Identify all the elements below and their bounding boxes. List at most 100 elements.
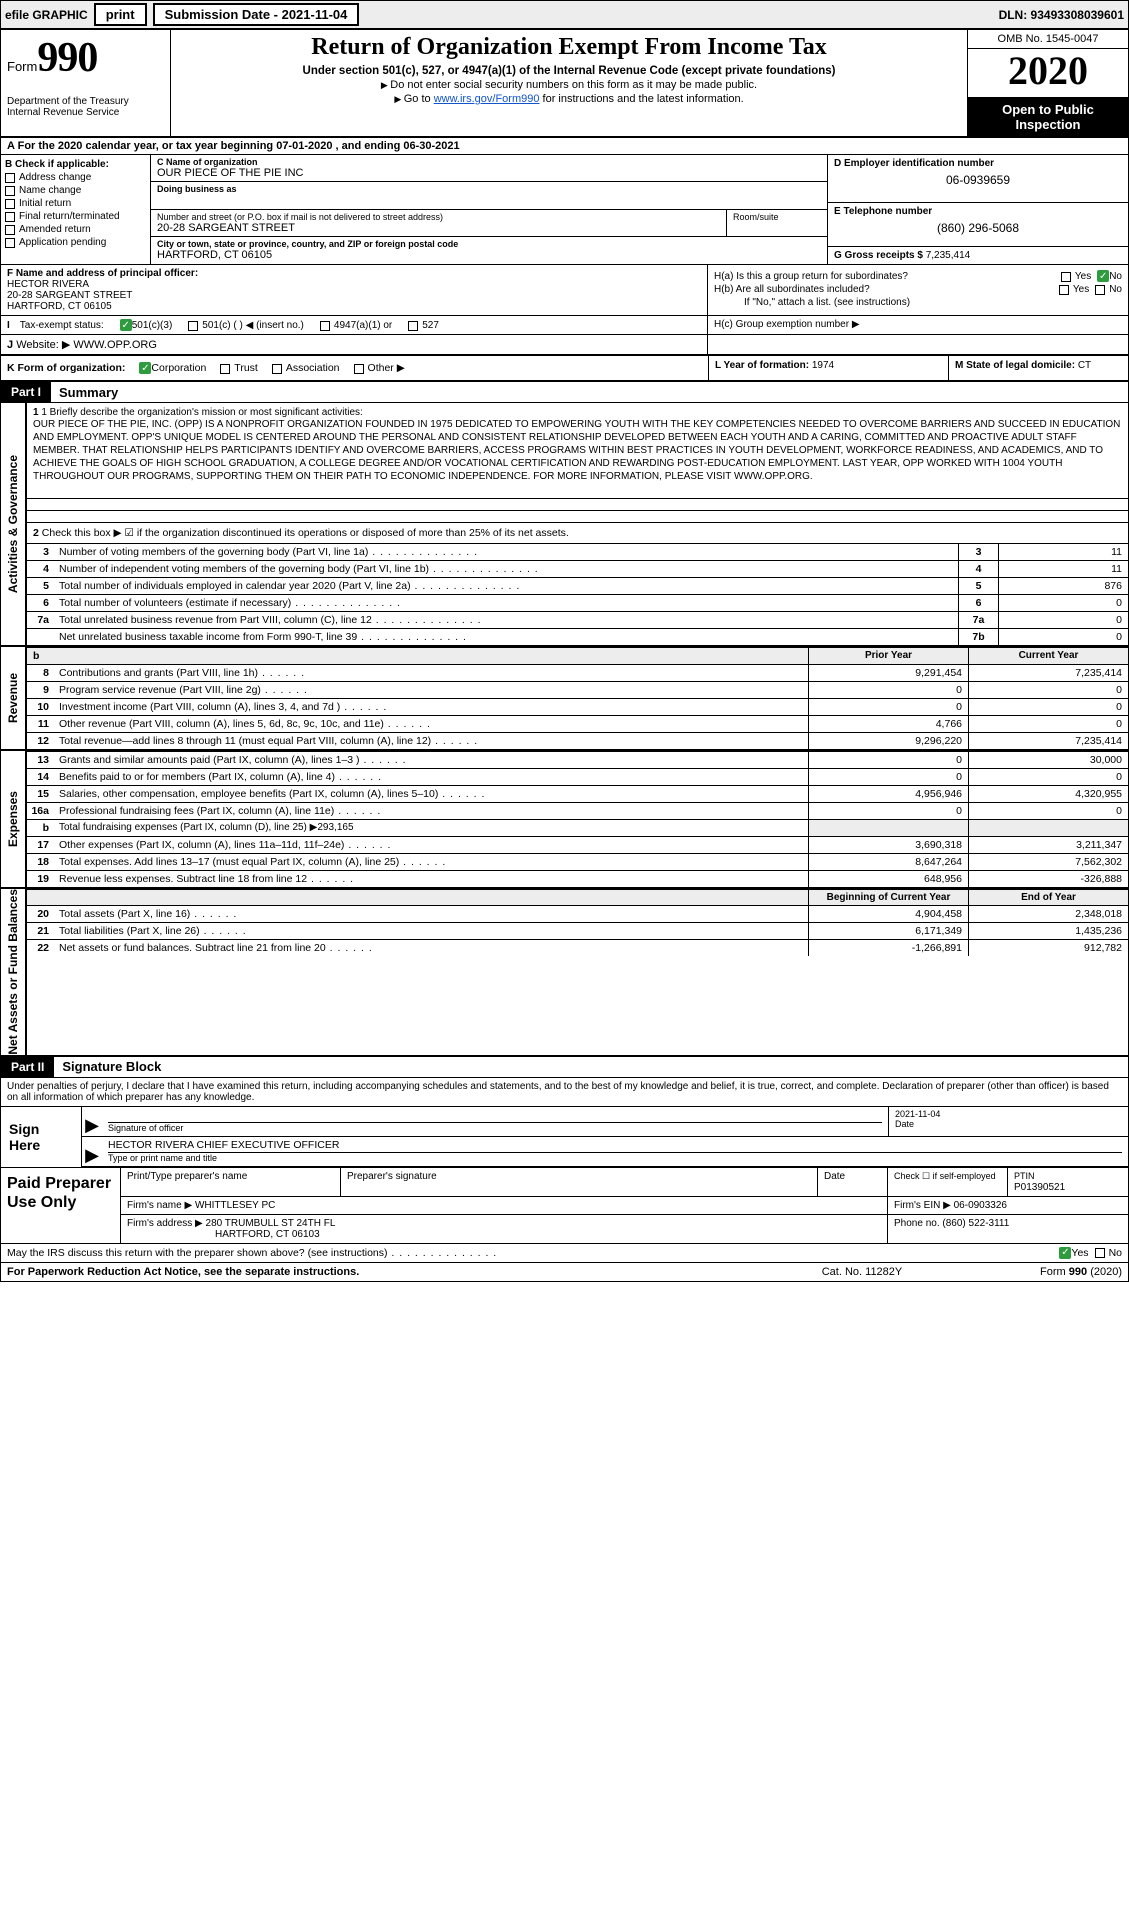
summary-line-6: 6Total number of volunteers (estimate if… xyxy=(27,594,1128,611)
paid-preparer-section: Paid Preparer Use Only Print/Type prepar… xyxy=(1,1168,1128,1244)
form-header: Form 990 Department of the Treasury Inte… xyxy=(1,30,1128,138)
paid-header-row: Print/Type preparer's name Preparer's si… xyxy=(121,1168,1128,1197)
summary-line-7b: Net unrelated business taxable income fr… xyxy=(27,628,1128,645)
fin-line-19: 19Revenue less expenses. Subtract line 1… xyxy=(27,870,1128,887)
i-501c3[interactable]: ✓ 501(c)(3) xyxy=(120,319,173,331)
gross-cell: G Gross receipts $ 7,235,414 xyxy=(828,247,1128,264)
row-k: K Form of organization: ✓ Corporation Tr… xyxy=(1,356,1128,382)
fin-line-14: 14Benefits paid to or for members (Part … xyxy=(27,768,1128,785)
part-i-header: Part I Summary xyxy=(1,382,1128,403)
print-button[interactable]: print xyxy=(94,3,147,26)
fin-line-12: 12Total revenue—add lines 8 through 11 (… xyxy=(27,732,1128,749)
form-990: 990 xyxy=(37,34,97,82)
efile-topbar: efile GRAPHIC print Submission Date - 20… xyxy=(0,0,1129,29)
form-word: Form xyxy=(7,59,37,74)
submission-date-button[interactable]: Submission Date - 2021-11-04 xyxy=(153,3,360,26)
efile-label: efile GRAPHIC xyxy=(5,8,88,22)
hc-cell: H(c) Group exemption number ▶ xyxy=(708,316,1128,334)
activities-tab: Activities & Governance xyxy=(1,403,27,645)
mission-block: 1 1 Briefly describe the organization's … xyxy=(27,403,1128,487)
header-right: OMB No. 1545-0047 2020 Open to Public In… xyxy=(968,30,1128,136)
subtitle-3: Go to www.irs.gov/Form990 for instructio… xyxy=(179,93,959,105)
sig-arrow-icon: ▶ xyxy=(82,1107,102,1136)
addr-cell: Number and street (or P.O. box if mail i… xyxy=(151,210,727,236)
chk-pending[interactable]: Application pending xyxy=(5,237,146,248)
chk-amended[interactable]: Amended return xyxy=(5,224,146,235)
org-name-cell: C Name of organization OUR PIECE OF THE … xyxy=(151,155,827,182)
header-left: Form 990 Department of the Treasury Inte… xyxy=(1,30,171,136)
tax-year: 2020 xyxy=(968,49,1128,98)
sig-officer-field[interactable]: Signature of officer xyxy=(102,1107,888,1136)
paid-addr-row: Firm's address ▶ 280 TRUMBULL ST 24TH FL… xyxy=(121,1215,1128,1243)
chk-final[interactable]: Final return/terminated xyxy=(5,211,146,222)
inspection-label: Open to Public Inspection xyxy=(968,98,1128,136)
fin-line-16a: 16aProfessional fundraising fees (Part I… xyxy=(27,802,1128,819)
ha-no[interactable]: ✓No xyxy=(1097,270,1122,282)
line-16b: b Total fundraising expenses (Part IX, c… xyxy=(27,819,1128,836)
footer-row: For Paperwork Reduction Act Notice, see … xyxy=(1,1263,1128,1281)
tax-exempt-cell: I Tax-exempt status: ✓ 501(c)(3) 501(c) … xyxy=(1,316,708,334)
fin-line-13: 13Grants and similar amounts paid (Part … xyxy=(27,751,1128,768)
na-header-row: Beginning of Current Year End of Year xyxy=(27,889,1128,905)
calendar-year-row: A For the 2020 calendar year, or tax yea… xyxy=(1,138,1128,155)
section-fh: F Name and address of principal officer:… xyxy=(1,265,1128,316)
k-corp[interactable]: ✓ Corporation xyxy=(139,362,206,374)
col-d: D Employer identification number 06-0939… xyxy=(828,155,1128,264)
sig-date-field: 2021-11-04 Date xyxy=(888,1107,1128,1136)
revenue-tab: Revenue xyxy=(1,647,27,749)
i-501c[interactable]: 501(c) ( ) ◀ (insert no.) xyxy=(188,320,304,331)
summary-line-7a: 7aTotal unrelated business revenue from … xyxy=(27,611,1128,628)
paid-label: Paid Preparer Use Only xyxy=(1,1168,121,1243)
form-container: Form 990 Department of the Treasury Inte… xyxy=(0,29,1129,1282)
chk-name[interactable]: Name change xyxy=(5,185,146,196)
h-cell: H(a) Is this a group return for subordin… xyxy=(708,265,1128,315)
ein-cell: D Employer identification number 06-0939… xyxy=(828,155,1128,203)
fin-line-17: 17Other expenses (Part IX, column (A), l… xyxy=(27,836,1128,853)
fin-line-15: 15Salaries, other compensation, employee… xyxy=(27,785,1128,802)
discuss-no[interactable]: No xyxy=(1095,1247,1122,1259)
k-other[interactable]: Other ▶ xyxy=(354,362,405,374)
phone-cell: E Telephone number (860) 296-5068 xyxy=(828,203,1128,247)
sig-arrow-icon-2: ▶ xyxy=(82,1137,102,1166)
discuss-row: May the IRS discuss this return with the… xyxy=(1,1244,1128,1263)
col-c: C Name of organization OUR PIECE OF THE … xyxy=(151,155,828,264)
chk-initial[interactable]: Initial return xyxy=(5,198,146,209)
fin-line-9: 9Program service revenue (Part VIII, lin… xyxy=(27,681,1128,698)
i-4947[interactable]: 4947(a)(1) or xyxy=(320,320,392,331)
subtitle-2: Do not enter social security numbers on … xyxy=(179,79,959,91)
sig-name-field: HECTOR RIVERA CHIEF EXECUTIVE OFFICER Ty… xyxy=(102,1137,1128,1166)
city-cell: City or town, state or province, country… xyxy=(151,237,827,263)
col-b: B Check if applicable: Address change Na… xyxy=(1,155,151,264)
fin-line-8: 8Contributions and grants (Part VIII, li… xyxy=(27,664,1128,681)
header-middle: Return of Organization Exempt From Incom… xyxy=(171,30,968,136)
omb-number: OMB No. 1545-0047 xyxy=(968,30,1128,49)
expenses-tab: Expenses xyxy=(1,751,27,887)
summary-line-4: 4Number of independent voting members of… xyxy=(27,560,1128,577)
irs-link[interactable]: www.irs.gov/Form990 xyxy=(434,93,540,105)
discuss-yes[interactable]: ✓ Yes xyxy=(1059,1247,1088,1259)
ha-yes[interactable]: Yes xyxy=(1061,271,1091,282)
subtitle-1: Under section 501(c), 527, or 4947(a)(1)… xyxy=(179,65,959,77)
form-number: Form 990 xyxy=(7,34,164,82)
activities-section: Activities & Governance 1 1 Briefly desc… xyxy=(1,403,1128,647)
fin-line-20: 20Total assets (Part X, line 16)4,904,45… xyxy=(27,905,1128,922)
fin-line-21: 21Total liabilities (Part X, line 26)6,1… xyxy=(27,922,1128,939)
f-cell: F Name and address of principal officer:… xyxy=(1,265,708,315)
hb-yes[interactable]: Yes xyxy=(1059,284,1089,295)
summary-line-5: 5Total number of individuals employed in… xyxy=(27,577,1128,594)
sign-here-label: Sign Here xyxy=(1,1107,81,1167)
fin-line-10: 10Investment income (Part VIII, column (… xyxy=(27,698,1128,715)
b-label: B Check if applicable: xyxy=(5,159,146,170)
chk-address[interactable]: Address change xyxy=(5,172,146,183)
k-trust[interactable]: Trust xyxy=(220,362,258,374)
netassets-section: Net Assets or Fund Balances Beginning of… xyxy=(1,889,1128,1057)
i-527[interactable]: 527 xyxy=(408,320,439,331)
k-assoc[interactable]: Association xyxy=(272,362,340,374)
expenses-section: Expenses 13Grants and similar amounts pa… xyxy=(1,751,1128,889)
hb-no[interactable]: No xyxy=(1095,284,1122,295)
dln-label: DLN: 93493308039601 xyxy=(999,8,1124,22)
part-ii-header: Part II Signature Block xyxy=(1,1057,1128,1078)
dept-label: Department of the Treasury Internal Reve… xyxy=(7,96,164,118)
fin-line-11: 11Other revenue (Part VIII, column (A), … xyxy=(27,715,1128,732)
room-cell: Room/suite xyxy=(727,210,827,236)
